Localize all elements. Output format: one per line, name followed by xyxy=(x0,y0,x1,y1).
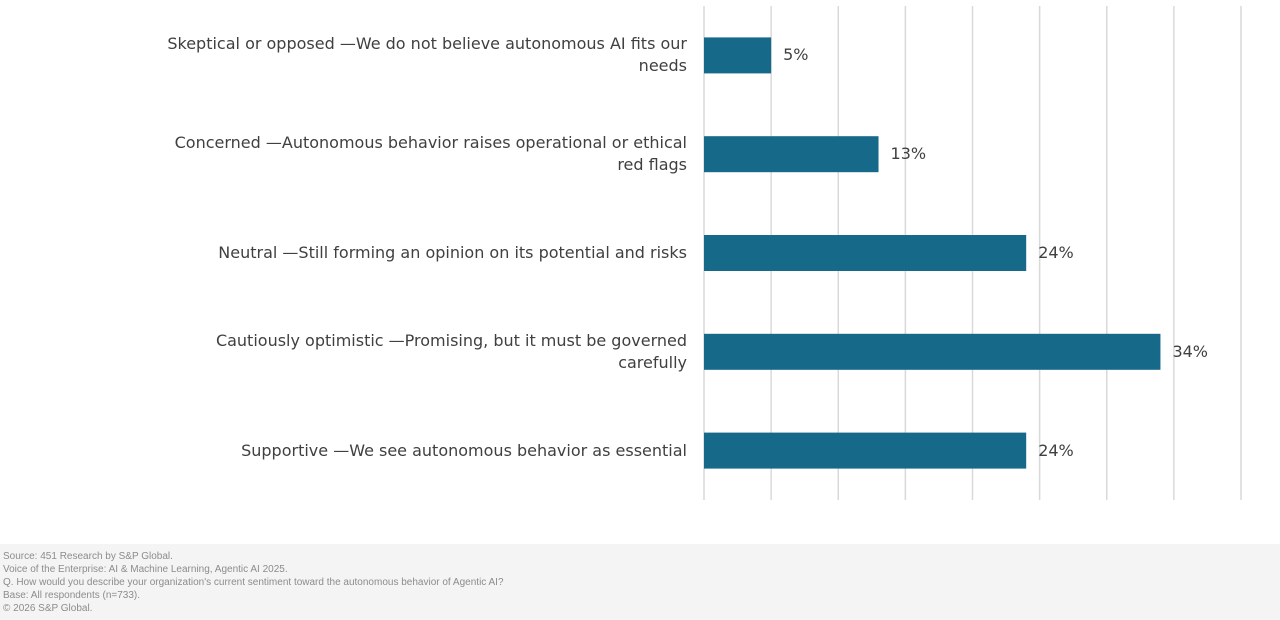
category-label: Neutral —Still forming an opinion on its… xyxy=(218,243,687,262)
bar xyxy=(704,37,772,74)
bar xyxy=(704,235,1027,271)
footer-question: Q. How would you describe your organizat… xyxy=(3,577,504,588)
value-label: 34% xyxy=(1172,341,1208,361)
category-label: Skeptical or opposed —We do not believe … xyxy=(167,34,687,76)
bar xyxy=(704,333,1161,370)
bar-chart xyxy=(703,6,1242,500)
category-label: Concerned —Autonomous behavior raises op… xyxy=(174,133,687,175)
bar xyxy=(704,136,879,173)
source-footer: Source: 451 Research by S&P Global. Voic… xyxy=(0,544,1280,620)
footer-copyright: © 2026 S&P Global. xyxy=(3,603,93,614)
category-label: Cautiously optimistic —Promising, but it… xyxy=(215,330,687,372)
value-label: 5% xyxy=(783,45,809,65)
bars xyxy=(704,37,1161,469)
category-label: Supportive —We see autonomous behavior a… xyxy=(241,440,687,460)
footer-source: Source: 451 Research by S&P Global. xyxy=(3,551,173,562)
value-label: 24% xyxy=(1038,440,1074,460)
value-label: 13% xyxy=(890,144,927,164)
bar xyxy=(704,432,1027,469)
footer-survey: Voice of the Enterprise: AI & Machine Le… xyxy=(3,564,288,575)
footer-base: Base: All respondents (n=733). xyxy=(3,590,141,601)
value-label: 24% xyxy=(1038,243,1074,262)
